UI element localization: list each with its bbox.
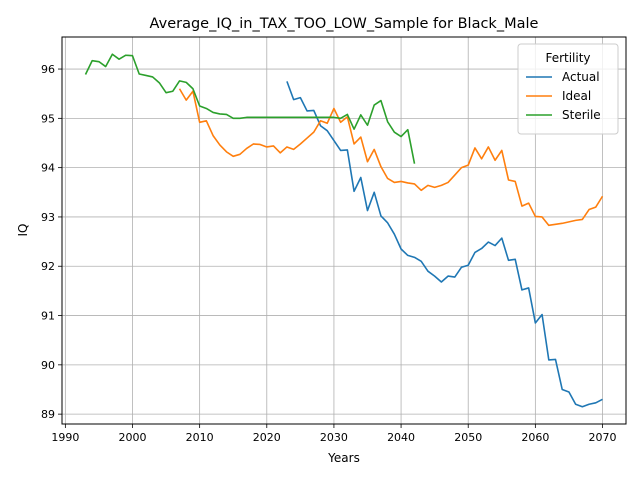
- x-tick-label: 2020: [253, 431, 281, 444]
- x-tick-label: 2050: [454, 431, 482, 444]
- x-tick-label: 2040: [387, 431, 415, 444]
- legend-title: Fertility: [545, 51, 590, 65]
- series-line-sterile: [84, 53, 416, 164]
- plot-frame: [61, 36, 627, 425]
- series-lines: [84, 53, 604, 408]
- y-tick-label: 90: [41, 359, 55, 372]
- x-axis-label: Years: [327, 451, 360, 465]
- legend-items: Actual Ideal Sterile: [526, 70, 601, 122]
- x-tick-label: 1990: [51, 431, 79, 444]
- y-tick-label: 94: [41, 162, 55, 175]
- axis-ticks: 1990 2000 2010 2020 2030 2040 2050 2060 2070 89 90…: [41, 63, 617, 444]
- legend-box: [517, 43, 619, 135]
- series-line-ideal: [178, 88, 604, 227]
- legend-label-ideal: Ideal: [562, 89, 591, 103]
- x-tick-label: 2010: [186, 431, 214, 444]
- legend-label-sterile: Sterile: [562, 108, 601, 122]
- legend: Fertility Actual Ideal Sterile: [517, 43, 619, 135]
- y-tick-label: 89: [41, 408, 55, 421]
- y-tick-label: 91: [41, 310, 55, 323]
- y-tick-label: 93: [41, 211, 55, 224]
- y-tick-label: 92: [41, 260, 55, 273]
- y-tick-label: 95: [41, 112, 55, 125]
- x-tick-label: 2070: [589, 431, 617, 444]
- series-line-actual: [286, 81, 603, 408]
- x-tick-label: 2000: [119, 431, 147, 444]
- y-axis-label: IQ: [16, 224, 30, 237]
- legend-label-actual: Actual: [562, 70, 600, 84]
- x-tick-label: 2030: [320, 431, 348, 444]
- x-tick-label: 2060: [521, 431, 549, 444]
- y-tick-label: 96: [41, 63, 55, 76]
- chart-title: Average_IQ_in_TAX_TOO_LOW_Sample for Bla…: [150, 16, 539, 32]
